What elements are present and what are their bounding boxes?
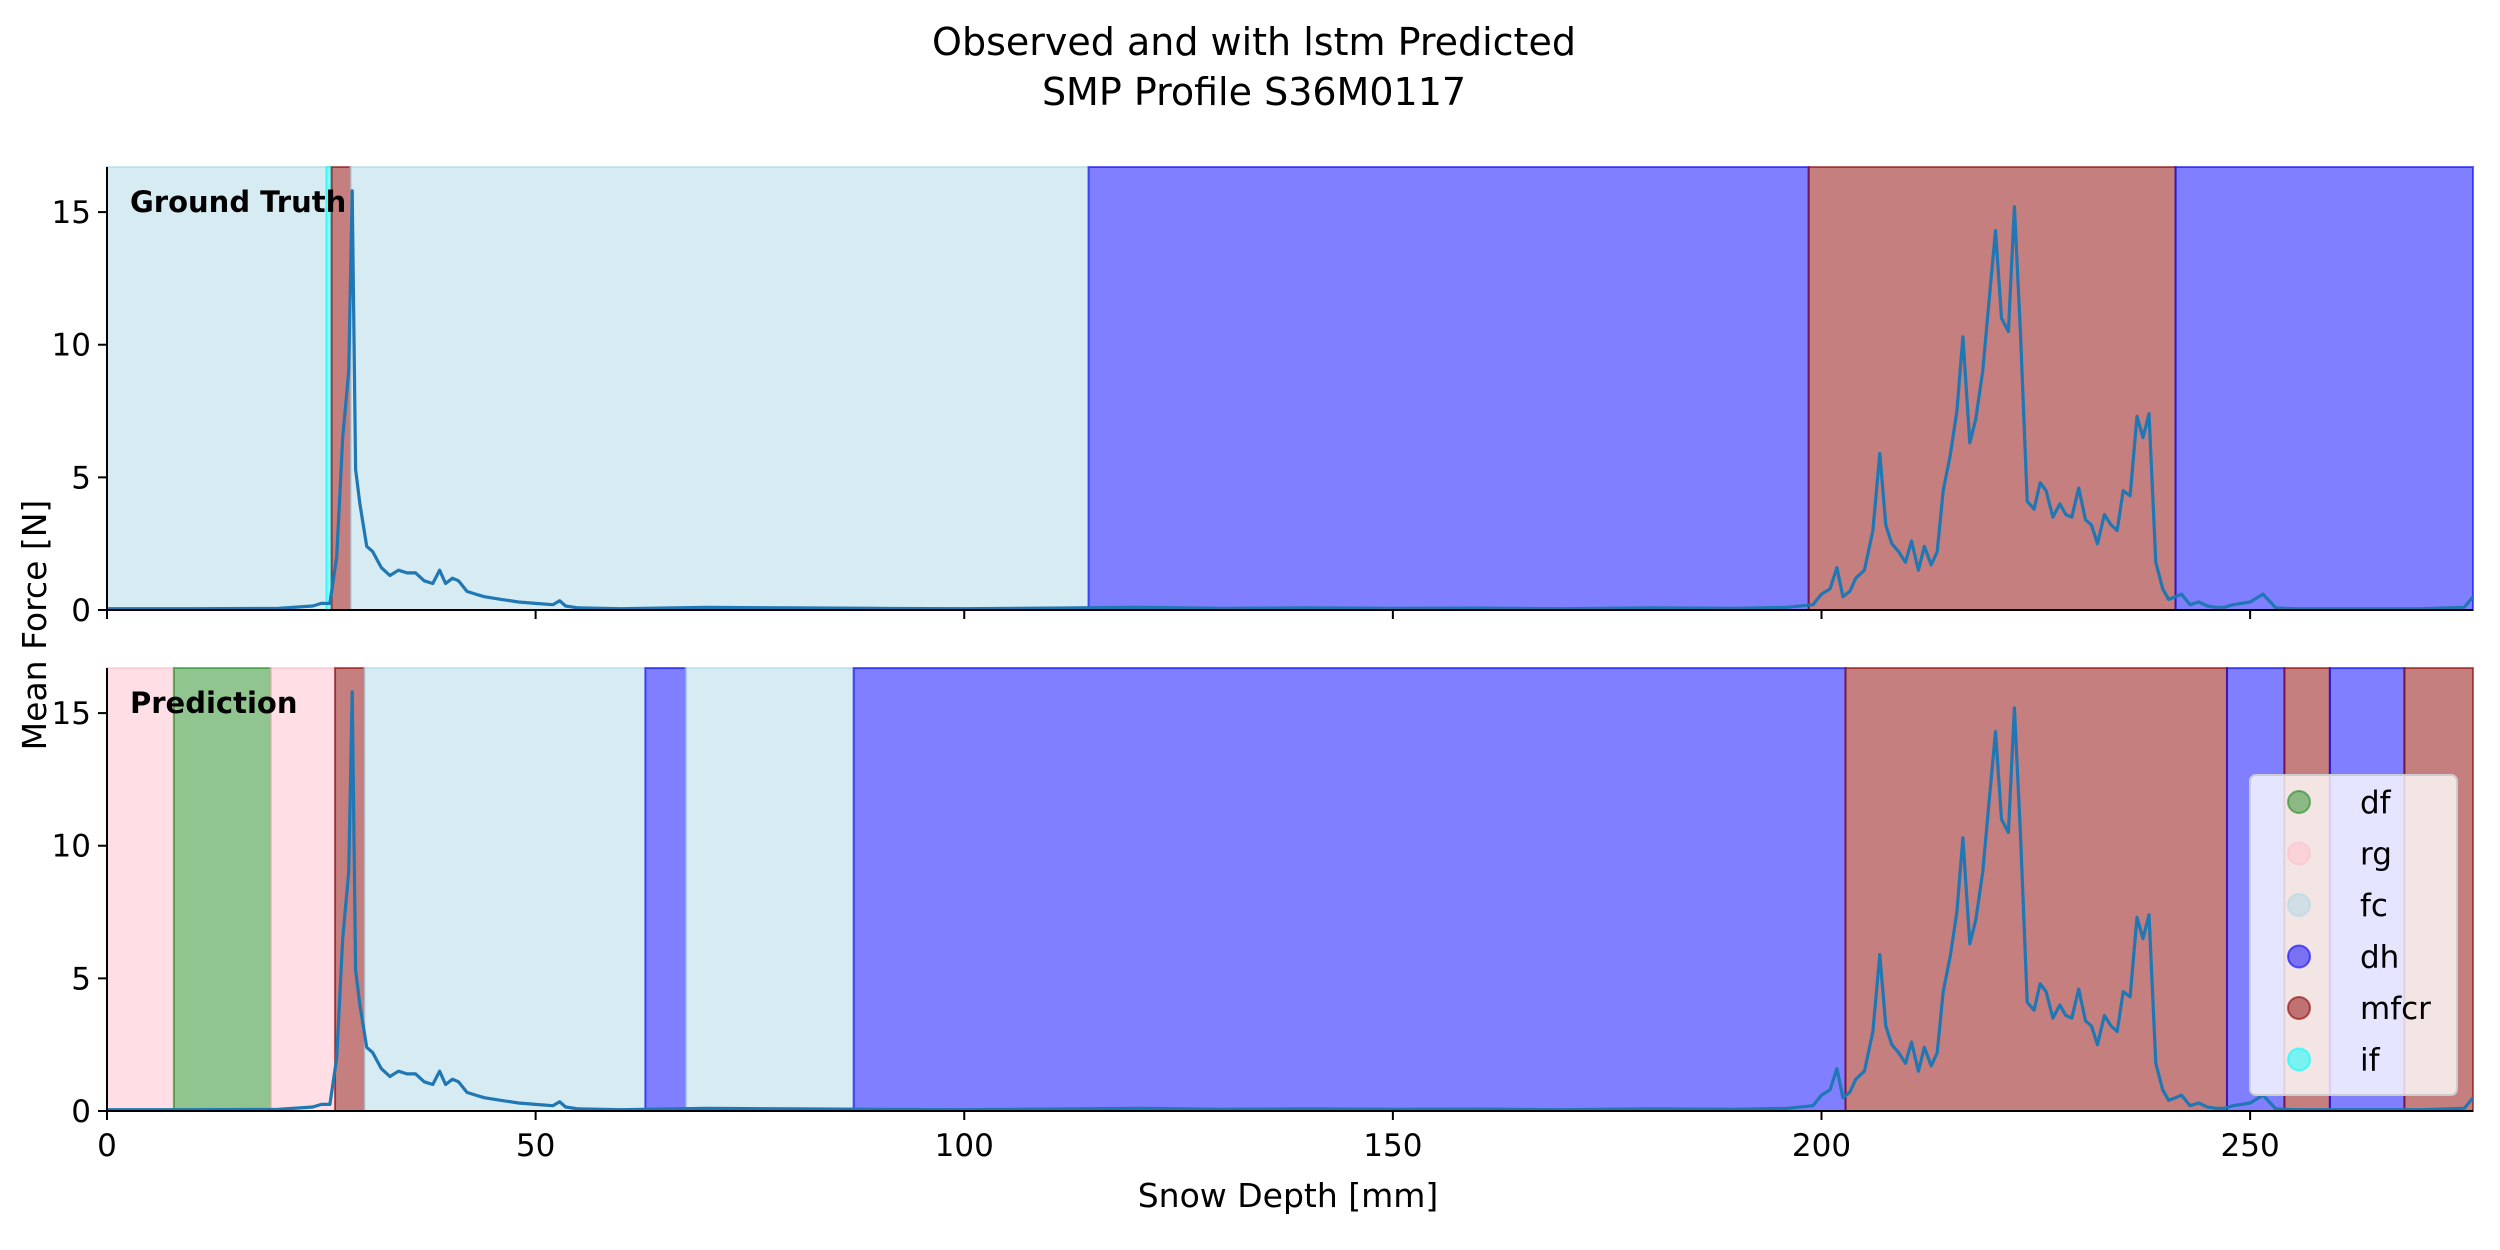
segment-dh	[644, 667, 687, 1112]
legend-label: mfcr	[2360, 991, 2431, 1027]
panel-0: 0 5 10 15 Ground Truth	[52, 166, 2475, 629]
segment-fc	[363, 667, 647, 1112]
segment-fc	[684, 667, 855, 1112]
legend-marker-df	[2287, 790, 2311, 814]
series-line	[107, 690, 2475, 1112]
segment-dh	[2174, 166, 2474, 611]
legend-label: rg	[2360, 837, 2392, 873]
x-tick-label: 0	[97, 1128, 117, 1164]
segment-fc	[106, 166, 328, 611]
y-tick-label: 10	[52, 829, 91, 865]
segment-dh	[1087, 166, 1810, 611]
series-line	[107, 189, 2475, 611]
segment-mfcr	[1844, 667, 2228, 1112]
chart-title: Observed and with lstm Predicted	[932, 20, 1576, 64]
legend-box	[2249, 774, 2458, 1096]
legend-marker-if	[2287, 1047, 2311, 1072]
y-tick-label: 10	[52, 328, 91, 364]
legend-label: fc	[2360, 888, 2388, 924]
x-tick-label: 150	[1363, 1128, 1422, 1164]
x-tick-label: 100	[935, 1128, 994, 1164]
y-tick-label: 5	[71, 961, 91, 997]
y-tick-label: 0	[71, 1094, 91, 1130]
segment-rg	[269, 667, 337, 1112]
y-axis-label: Mean Force [N]	[15, 500, 54, 751]
panel-label: Prediction	[130, 686, 298, 720]
x-axis-label: Snow Depth [mm]	[1138, 1176, 1439, 1215]
segment-rg	[106, 667, 175, 1112]
x-tick-label: 250	[2221, 1128, 2280, 1164]
segment-mfcr	[1807, 166, 2177, 611]
chart-subtitle: SMP Profile S36M0117	[1042, 70, 1466, 114]
legend-marker-rg	[2287, 841, 2311, 866]
segment-mfcr	[334, 667, 366, 1112]
legend: df rg fc dh mfcr if	[2249, 774, 2458, 1096]
x-tick-label: 200	[1792, 1128, 1851, 1164]
legend-label: if	[2360, 1043, 2381, 1079]
legend-label: dh	[2360, 940, 2399, 976]
y-tick-label: 15	[52, 696, 91, 732]
legend-marker-fc	[2287, 893, 2311, 917]
segment-fc	[349, 166, 1090, 611]
y-tick-label: 0	[71, 593, 91, 629]
x-tick-label: 50	[516, 1128, 555, 1164]
segment-df	[172, 667, 272, 1112]
y-tick-label: 5	[71, 460, 91, 496]
legend-marker-mfcr	[2287, 996, 2311, 1020]
y-tick-label: 15	[52, 195, 91, 231]
legend-marker-dh	[2287, 944, 2311, 969]
legend-label: df	[2360, 785, 2392, 821]
panel-label: Ground Truth	[130, 185, 346, 219]
segment-dh	[852, 667, 1847, 1112]
